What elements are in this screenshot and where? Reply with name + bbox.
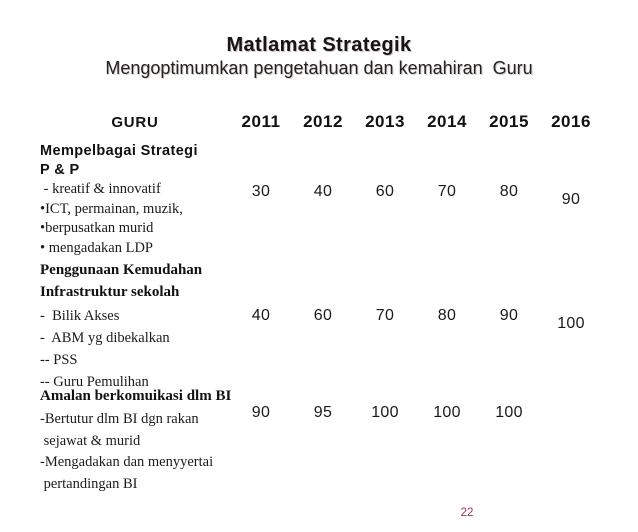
row-detail-line: •berpusatkan murid <box>40 220 154 236</box>
cell-value: 80 <box>437 307 457 324</box>
row-label: Mempelbagai Strategi P & P - kreatif & i… <box>40 142 230 258</box>
cell-value: 60 <box>375 183 395 200</box>
table-header-row: GURU 2011 2012 2013 2014 2015 2016 <box>40 112 602 132</box>
column-header-2016: 2016 <box>551 112 591 131</box>
cell-value <box>540 387 602 495</box>
row-detail-line: - ABM yg dibekalkan <box>40 330 170 346</box>
cell-value: 70 <box>437 183 457 200</box>
title-block: Matlamat Strategik Mengoptimumkan penget… <box>0 34 638 79</box>
cell-value: 60 <box>313 307 333 324</box>
table-row: Mempelbagai Strategi P & P - kreatif & i… <box>40 142 602 258</box>
row-detail-line: -- Guru Pemulihan <box>40 374 149 390</box>
cell-value: 80 <box>499 183 519 200</box>
cell-value: 40 <box>313 183 333 200</box>
row-detail-line: •ICT, permainan, muzik, <box>40 200 183 217</box>
cell-value: 40 <box>251 307 271 324</box>
cell-value: 70 <box>375 307 395 324</box>
row-detail-line: - Bilik Akses <box>40 308 120 324</box>
row-detail-line: -Mengadakan dan menyyertai <box>40 454 214 470</box>
slide-title: Matlamat Strategik <box>226 34 412 56</box>
cell-value: 30 <box>251 183 271 200</box>
slide-subtitle: Mengoptimumkan pengetahuan dan kemahiran… <box>105 58 533 78</box>
row-label: Amalan berkomuikasi dlm BI -Bertutur dlm… <box>40 387 232 495</box>
cell-value: 90 <box>251 404 271 421</box>
row-title-line: P & P <box>40 162 80 178</box>
row-title-line: Infrastruktur sekolah <box>40 284 180 300</box>
column-header-2015: 2015 <box>489 112 529 131</box>
column-header-2013: 2013 <box>365 112 405 131</box>
cell-value: 100 <box>371 404 399 421</box>
cell-value: 100 <box>433 404 461 421</box>
row-title-line: Penggunaan Kemudahan <box>40 262 203 278</box>
cell-value: 90 <box>561 191 581 208</box>
row-detail-line: -Bertutur dlm BI dgn rakan <box>40 411 199 427</box>
cell-value: 100 <box>495 404 523 421</box>
column-header-2014: 2014 <box>427 112 467 131</box>
slide-page-number: 22 <box>460 507 474 519</box>
cell-value: 95 <box>313 404 333 421</box>
row-detail-line: pertandingan BI <box>40 475 138 492</box>
cell-value: 90 <box>499 307 519 324</box>
column-header-guru: GURU <box>111 114 159 131</box>
row-label: Penggunaan Kemudahan Infrastruktur sekol… <box>40 261 230 393</box>
row-detail-line: sejawat & murid <box>40 432 141 449</box>
table-row: Penggunaan Kemudahan Infrastruktur sekol… <box>40 261 602 393</box>
column-header-2012: 2012 <box>303 112 343 131</box>
table-row: Amalan berkomuikasi dlm BI -Bertutur dlm… <box>40 387 602 495</box>
row-detail-line: -- PSS <box>40 352 78 368</box>
column-header-2011: 2011 <box>241 112 281 131</box>
cell-value: 100 <box>557 315 585 332</box>
row-detail-line: - kreatif & innovatif <box>40 181 161 197</box>
row-detail-line: • mengadakan LDP <box>40 239 153 256</box>
row-title-line: Mempelbagai Strategi <box>40 143 198 159</box>
row-title-line: Amalan berkomuikasi dlm BI <box>40 388 232 404</box>
